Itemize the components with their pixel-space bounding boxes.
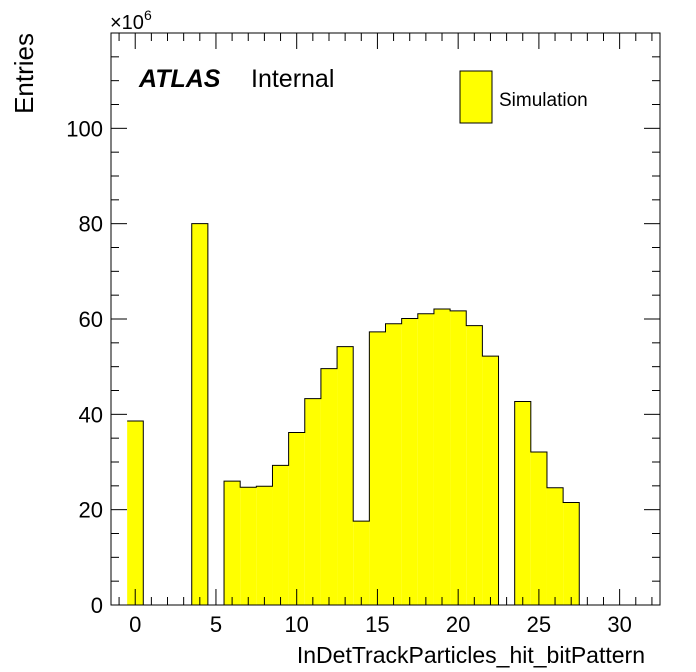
y-tick-label: 60 xyxy=(79,307,103,332)
x-tick-label: 5 xyxy=(210,612,222,637)
histogram-bar xyxy=(320,368,338,605)
histogram-bar xyxy=(482,356,499,605)
x-tick-label: 30 xyxy=(607,612,631,637)
y-tick-label: 40 xyxy=(79,402,103,427)
legend-entry-simulation: Simulation xyxy=(499,90,588,111)
x-axis-label: InDetTrackParticles_hit_bitPattern xyxy=(297,642,645,668)
x-tick-label: 0 xyxy=(129,612,141,637)
histogram-bar xyxy=(353,521,370,605)
histogram-bar xyxy=(433,308,451,605)
y-tick-label: 80 xyxy=(79,212,103,237)
histogram-bar xyxy=(288,432,305,605)
y-tick-label: 100 xyxy=(66,116,103,141)
histogram-bar xyxy=(385,323,402,605)
histogram-bars xyxy=(127,223,644,606)
axis-ticks xyxy=(111,32,660,606)
x-tick-label: 20 xyxy=(446,612,470,637)
histogram-bar xyxy=(417,313,434,605)
y-multiplier-exponent: 6 xyxy=(144,7,152,23)
atlas-status-label: Internal xyxy=(251,65,334,93)
histogram-outline xyxy=(127,223,644,606)
x-tick-labels: 0 5 10 15 20 25 30 xyxy=(129,612,632,637)
y-multiplier: ×106 xyxy=(110,7,152,34)
histogram-bar xyxy=(450,310,467,605)
histogram-bar xyxy=(240,487,257,605)
y-axis-label: Entries xyxy=(9,33,39,114)
x-tick-label: 25 xyxy=(527,612,551,637)
y-tick-label: 20 xyxy=(79,498,103,523)
y-tick-label: 0 xyxy=(91,593,103,618)
histogram-bar xyxy=(191,223,208,606)
histogram-bar xyxy=(224,481,241,605)
legend: Simulation xyxy=(459,70,588,124)
y-tick-labels: 0 20 40 60 80 100 xyxy=(66,116,103,618)
histogram-bar xyxy=(337,346,354,605)
histogram-bar xyxy=(563,502,580,605)
histogram-bar xyxy=(546,487,564,605)
histogram-bar xyxy=(127,421,144,605)
histogram-bar xyxy=(401,318,418,605)
y-multiplier-base: ×10 xyxy=(110,12,144,34)
histogram-bar xyxy=(514,401,531,605)
histogram-bar xyxy=(272,465,289,605)
histogram-bar xyxy=(256,486,273,605)
atlas-label: ATLAS xyxy=(138,65,221,93)
x-tick-label: 10 xyxy=(284,612,308,637)
legend-swatch xyxy=(459,70,493,124)
histogram-bar xyxy=(304,398,321,605)
histogram-bar xyxy=(466,325,483,605)
x-tick-label: 15 xyxy=(365,612,389,637)
histogram-bar xyxy=(530,451,547,605)
histogram-bar xyxy=(369,331,386,605)
